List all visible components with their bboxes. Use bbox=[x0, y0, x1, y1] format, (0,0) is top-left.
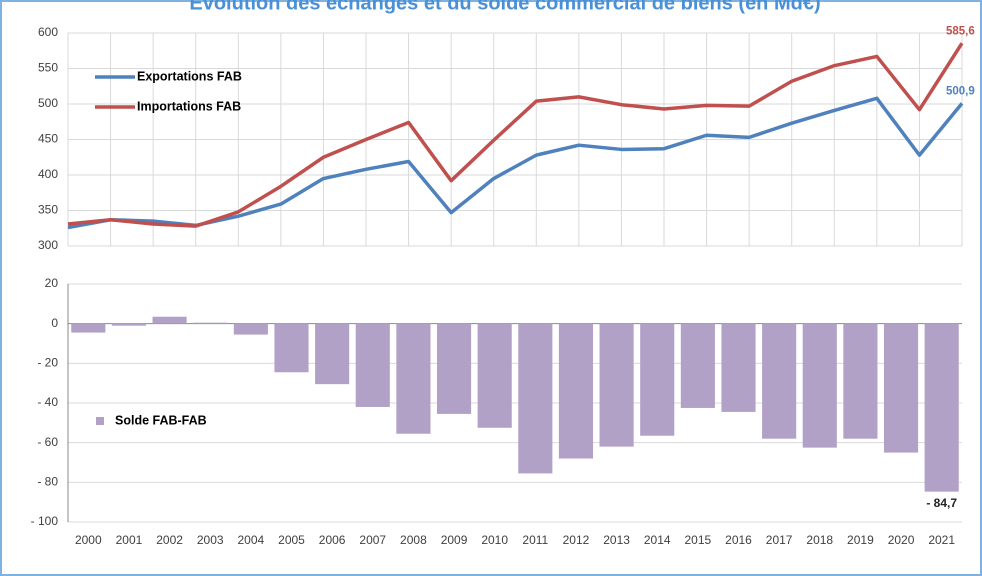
bar bbox=[111, 323, 147, 326]
y-tick-label: - 40 bbox=[37, 395, 58, 409]
y-tick-label: 550 bbox=[38, 61, 58, 75]
y-tick-label: - 80 bbox=[37, 475, 58, 489]
y-tick-label: 450 bbox=[38, 132, 58, 146]
x-tick-label: 2004 bbox=[238, 533, 265, 547]
legend-label: Solde FAB-FAB bbox=[115, 413, 207, 427]
bar bbox=[274, 323, 309, 373]
bar bbox=[680, 323, 715, 408]
chart-title: Évolution des échanges et du solde comme… bbox=[189, 0, 820, 14]
data-label: 585,6 bbox=[946, 25, 975, 37]
y-tick-label: 500 bbox=[38, 96, 58, 110]
x-tick-label: 2013 bbox=[603, 533, 630, 547]
bar bbox=[558, 323, 594, 459]
x-tick-label: 2000 bbox=[75, 533, 102, 547]
x-tick-label: 2018 bbox=[806, 533, 833, 547]
x-tick-label: 2019 bbox=[847, 533, 874, 547]
y-tick-label: 0 bbox=[51, 316, 58, 330]
x-tick-label: 2010 bbox=[481, 533, 508, 547]
legend-label: Importations FAB bbox=[137, 99, 241, 113]
y-tick-label: 350 bbox=[38, 203, 58, 217]
bar bbox=[355, 323, 390, 407]
line-series bbox=[67, 96, 964, 230]
y-tick-label: - 60 bbox=[37, 435, 58, 449]
bar bbox=[477, 323, 512, 428]
x-tick-label: 2012 bbox=[563, 533, 590, 547]
bar bbox=[152, 316, 187, 324]
y-tick-label: 20 bbox=[45, 276, 59, 290]
x-tick-label: 2015 bbox=[685, 533, 712, 547]
bar bbox=[518, 323, 553, 474]
x-tick-label: 2011 bbox=[522, 533, 548, 547]
data-label: - 84,7 bbox=[926, 496, 957, 510]
bar bbox=[193, 322, 228, 324]
x-tick-label: 2020 bbox=[888, 533, 915, 547]
y-tick-label: - 100 bbox=[31, 514, 59, 528]
x-tick-label: 2001 bbox=[116, 533, 143, 547]
x-tick-label: 2008 bbox=[400, 533, 427, 547]
x-tick-label: 2003 bbox=[197, 533, 224, 547]
bar bbox=[599, 323, 634, 447]
y-tick-label: - 20 bbox=[37, 356, 58, 370]
x-tick-label: 2007 bbox=[359, 533, 386, 547]
bar bbox=[924, 323, 959, 492]
x-tick-label: 2014 bbox=[644, 533, 671, 547]
x-tick-label: 2009 bbox=[441, 533, 468, 547]
x-tick-label: 2002 bbox=[156, 533, 183, 547]
x-tick-label: 2017 bbox=[766, 533, 793, 547]
bar bbox=[436, 323, 472, 414]
x-tick-label: 2006 bbox=[319, 533, 346, 547]
bar bbox=[843, 323, 878, 439]
bar bbox=[721, 323, 756, 412]
x-tick-label: 2016 bbox=[725, 533, 752, 547]
y-tick-label: 300 bbox=[38, 238, 58, 252]
bar bbox=[640, 323, 675, 436]
legend-label: Exportations FAB bbox=[137, 69, 242, 83]
y-tick-label: 600 bbox=[38, 25, 58, 39]
data-label: 500,9 bbox=[946, 85, 975, 97]
legend-swatch bbox=[96, 417, 104, 425]
bar bbox=[233, 323, 268, 335]
bar bbox=[762, 323, 797, 439]
bar bbox=[71, 323, 106, 333]
x-tick-label: 2021 bbox=[928, 533, 955, 547]
y-tick-label: 400 bbox=[38, 167, 58, 181]
bar bbox=[315, 323, 350, 385]
bar bbox=[396, 323, 431, 434]
x-tick-label: 2005 bbox=[278, 533, 305, 547]
bar bbox=[802, 323, 837, 448]
line-series bbox=[67, 42, 964, 228]
bar bbox=[883, 323, 919, 453]
